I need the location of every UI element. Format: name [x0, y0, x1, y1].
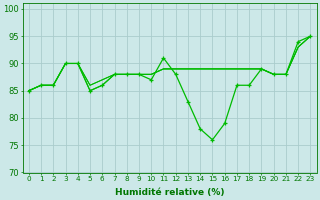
- X-axis label: Humidité relative (%): Humidité relative (%): [115, 188, 224, 197]
